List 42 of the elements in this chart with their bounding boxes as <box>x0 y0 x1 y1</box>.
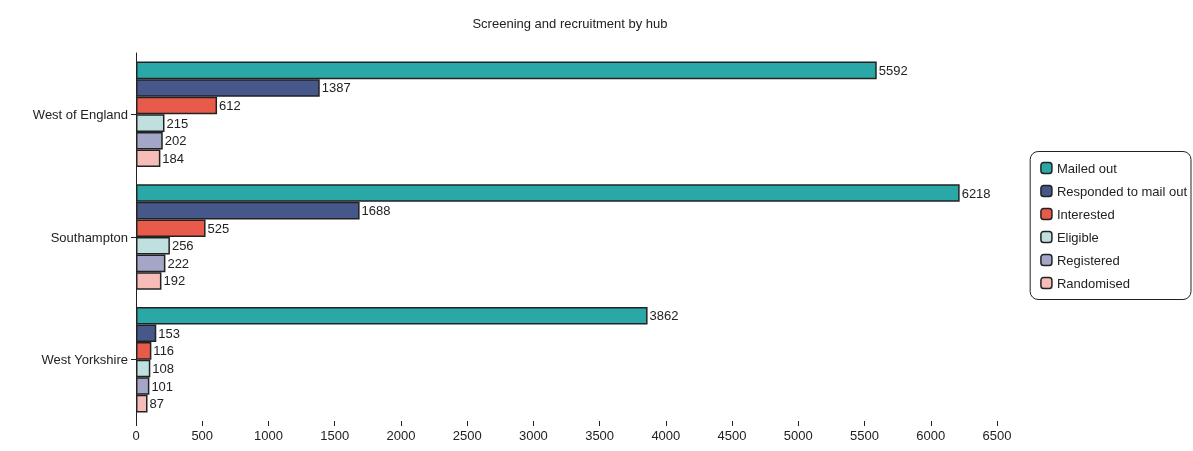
legend-label: Interested <box>1056 206 1115 222</box>
x-tick-label: 6000 <box>916 428 946 443</box>
x-tick-label: 500 <box>191 428 214 443</box>
x-tick-label: 1000 <box>254 428 283 443</box>
data-label: 3862 <box>649 308 679 324</box>
legend-label: Mailed out <box>1056 160 1118 176</box>
x-tick-label: 4000 <box>651 428 681 443</box>
data-label: 202 <box>164 133 187 149</box>
data-label: 1688 <box>361 203 391 219</box>
x-tick-label: 1500 <box>320 428 350 443</box>
x-tick-label: 4500 <box>717 428 747 443</box>
data-label: 525 <box>207 220 230 236</box>
y-tick-label: West of England <box>32 106 128 122</box>
x-tick-label: 0 <box>132 428 140 443</box>
data-label: 612 <box>219 98 241 114</box>
y-tick-label: West Yorkshire <box>41 352 128 368</box>
data-label: 192 <box>163 273 186 289</box>
x-tick-label: 3500 <box>585 428 615 443</box>
data-label: 108 <box>152 360 175 376</box>
y-tick-label: Southampton <box>50 229 128 245</box>
data-label: 153 <box>158 325 180 341</box>
x-tick-label: 6500 <box>982 428 1012 443</box>
data-label: 6218 <box>961 185 991 201</box>
data-label: 5592 <box>878 62 908 78</box>
data-label: 116 <box>153 343 175 359</box>
data-label: 215 <box>166 115 189 131</box>
x-tick-label: 2500 <box>452 428 482 443</box>
data-label: 1387 <box>321 80 351 96</box>
data-label: 184 <box>162 150 185 166</box>
x-tick-label: 5500 <box>850 428 879 443</box>
legend-label: Responded to mail out <box>1056 183 1188 199</box>
data-label: 87 <box>149 396 164 412</box>
data-label: 222 <box>167 255 190 271</box>
legend-label: Randomised <box>1056 275 1130 291</box>
legend-label: Registered <box>1056 252 1120 268</box>
legend-label: Eligible <box>1056 229 1099 245</box>
x-tick-label: 3000 <box>518 428 548 443</box>
data-label: 256 <box>171 238 194 254</box>
x-tick-label: 5000 <box>783 428 813 443</box>
chart-title: Screening and recruitment by hub <box>472 16 668 31</box>
x-tick-label: 2000 <box>386 428 416 443</box>
data-label: 101 <box>151 378 174 394</box>
